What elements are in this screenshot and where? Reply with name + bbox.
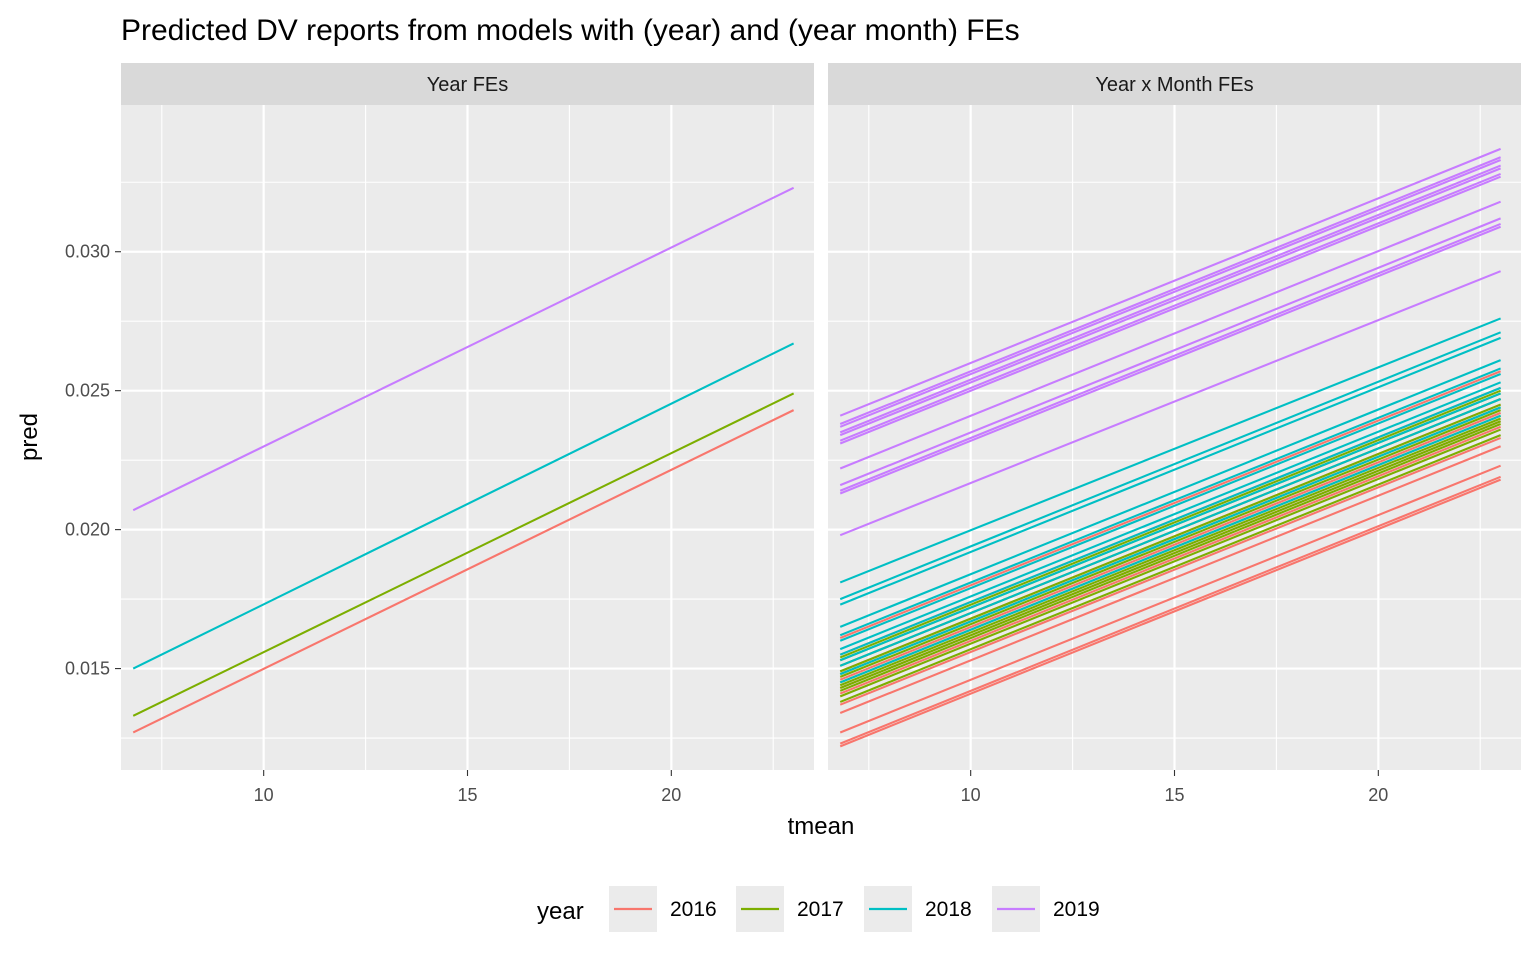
series-line-2016 xyxy=(839,475,1502,745)
panel-year-fes-lines xyxy=(132,186,795,734)
series-line-2018 xyxy=(839,392,1502,662)
series-line-2019 xyxy=(839,270,1502,537)
series-line-2017 xyxy=(839,423,1502,692)
series-line-2019 xyxy=(839,172,1502,442)
series-line-2018 xyxy=(839,406,1502,676)
series-line-2017 xyxy=(839,428,1502,698)
series-line-2017 xyxy=(839,417,1502,687)
series-line-2019 xyxy=(839,156,1502,425)
series-line-2018 xyxy=(839,386,1502,656)
x-tick-label: 10 xyxy=(254,785,274,805)
series-line-2016 xyxy=(839,436,1502,706)
series-line-2017 xyxy=(839,434,1502,703)
strip-year-fes-bg xyxy=(121,63,814,105)
series-line-2016 xyxy=(839,370,1502,639)
series-line-2019 xyxy=(839,147,1502,417)
legend-label-2019: 2019 xyxy=(1053,898,1100,921)
legend-label-2016: 2016 xyxy=(670,898,717,921)
series-line-2017 xyxy=(839,389,1502,659)
series-line-2016 xyxy=(839,478,1502,748)
series-line-2017 xyxy=(839,409,1502,678)
series-line-2018 xyxy=(839,336,1502,606)
x-axis-title: tmean xyxy=(788,813,855,840)
y-tick-label: 0.025 xyxy=(65,381,110,401)
series-line-2019 xyxy=(839,164,1502,434)
series-line-2018 xyxy=(839,331,1502,601)
series-line-2017 xyxy=(839,420,1502,689)
series-line-2019 xyxy=(132,186,795,512)
series-line-2018 xyxy=(839,373,1502,642)
series-line-2016 xyxy=(132,409,795,734)
series-line-2018 xyxy=(839,359,1502,628)
series-line-2018 xyxy=(839,414,1502,684)
series-line-2016 xyxy=(839,411,1502,681)
strip-year-fes-label: Year FEs xyxy=(427,74,509,96)
x-tick-label: 15 xyxy=(457,785,477,805)
series-line-2018 xyxy=(839,398,1502,667)
panel-year-fes-x-axis: 10 15 20 xyxy=(254,770,681,805)
y-tick-label: 0.015 xyxy=(65,659,110,679)
y-axis-title: pred xyxy=(16,413,43,461)
panel-year-fes-grid xyxy=(121,105,814,770)
series-line-2017 xyxy=(839,403,1502,673)
series-line-2019 xyxy=(839,217,1502,487)
x-tick-label: 15 xyxy=(1164,785,1184,805)
legend-label-2017: 2017 xyxy=(797,898,844,921)
panel-year-fes: Year FEs 10 15 20 xyxy=(121,63,814,805)
series-line-2019 xyxy=(839,222,1502,492)
legend-title: year xyxy=(537,898,584,925)
x-tick-label: 20 xyxy=(661,785,681,805)
series-line-2019 xyxy=(839,167,1502,437)
x-tick-label: 10 xyxy=(961,785,981,805)
series-line-2016 xyxy=(839,445,1502,715)
series-line-2017 xyxy=(132,392,795,717)
series-line-2016 xyxy=(839,464,1502,734)
series-line-2018 xyxy=(839,317,1502,584)
legend: year 2016 2017 2018 2019 xyxy=(537,886,1100,932)
series-line-2018 xyxy=(132,342,795,670)
chart-title: Predicted DV reports from models with (y… xyxy=(121,14,1020,47)
panel-year-month-fes-x-axis: 10 15 20 xyxy=(961,770,1388,805)
strip-year-month-fes-bg xyxy=(828,63,1521,105)
panel-year-month-fes: Year x Month FEs 10 15 20 xyxy=(828,63,1521,805)
y-tick-label: 0.030 xyxy=(65,242,110,262)
legend-label-2018: 2018 xyxy=(925,898,972,921)
y-axis: 0.015 0.020 0.025 0.030 xyxy=(65,242,121,679)
series-line-2019 xyxy=(839,225,1502,495)
series-line-2019 xyxy=(839,175,1502,445)
series-line-2019 xyxy=(839,159,1502,428)
y-tick-label: 0.020 xyxy=(65,520,110,540)
x-tick-label: 20 xyxy=(1368,785,1388,805)
series-line-2018 xyxy=(839,381,1502,651)
series-line-2019 xyxy=(839,200,1502,470)
panel-year-month-fes-lines xyxy=(839,147,1502,748)
series-line-2016 xyxy=(839,425,1502,695)
series-line-2018 xyxy=(839,367,1502,637)
strip-year-month-fes-label: Year x Month FEs xyxy=(1095,74,1253,96)
